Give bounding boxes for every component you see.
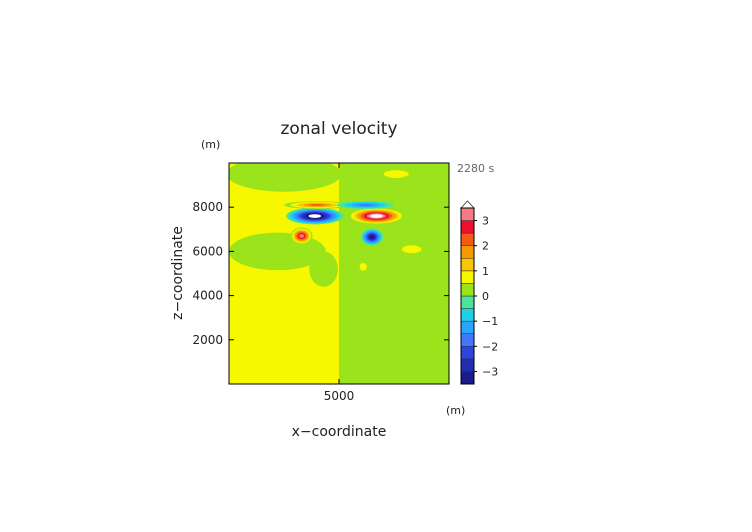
contour-jet-left-core [308, 214, 322, 218]
colorbar-tick-label: −1 [482, 315, 498, 328]
colorbar-level [460, 320, 475, 334]
colorbar-tick-label: 2 [482, 240, 489, 253]
contour-jet-right-top [359, 204, 372, 206]
colorbar-tick-label: 3 [482, 215, 489, 228]
y-tick-label: 6000 [192, 244, 223, 258]
x-axis: 5000 [324, 163, 355, 403]
colorbar-level [460, 295, 475, 309]
contour-eddy-right [369, 235, 375, 239]
contour-eddy-left [299, 234, 305, 238]
y-axis: 2000 4000 6000 8000 [192, 200, 449, 347]
colorbar-level [460, 232, 475, 246]
colorbar-level [460, 245, 475, 259]
contour-jet-left-top [309, 204, 325, 206]
contour-lobe-left [320, 265, 327, 273]
chart-title: zonal velocity [280, 119, 397, 139]
y-tick-label: 8000 [192, 200, 223, 214]
y-axis-label: z−coordinate [170, 226, 186, 320]
y-unit-label: (m) [201, 138, 220, 151]
colorbar-level [460, 270, 475, 284]
colorbar: 3 2 1 0 −1 −2 −3 [460, 200, 498, 385]
contour-upper-band-right [383, 170, 409, 178]
velocity-field [229, 163, 449, 384]
contour-wake-left [266, 247, 289, 256]
contour-upper-band-left [271, 170, 297, 178]
x-tick-label: 5000 [324, 389, 355, 403]
x-axis-label: x−coordinate [292, 424, 387, 440]
colorbar-level [460, 283, 475, 297]
colorbar-level [460, 358, 475, 372]
colorbar-tick-label: −2 [482, 340, 498, 353]
colorbar-tick-label: 1 [482, 265, 489, 278]
time-label: 2280 s [457, 162, 494, 175]
colorbar-overflow-arrow [460, 200, 475, 209]
contour-jet-right-core [370, 214, 383, 218]
colorbar-level [460, 333, 475, 347]
contour-wake-right [401, 245, 422, 254]
colorbar-level [460, 346, 475, 360]
y-tick-label: 4000 [192, 289, 223, 303]
colorbar-tick-label: −3 [482, 365, 498, 378]
colorbar-level [460, 220, 475, 234]
colorbar-level [460, 258, 475, 272]
contour-lobe-right [359, 262, 367, 271]
colorbar-tick-label: 0 [482, 290, 489, 303]
y-tick-label: 2000 [192, 333, 223, 347]
colorbar-level [460, 308, 475, 322]
colorbar-level [460, 207, 475, 221]
colorbar-level [460, 371, 475, 385]
x-unit-label: (m) [446, 404, 465, 417]
